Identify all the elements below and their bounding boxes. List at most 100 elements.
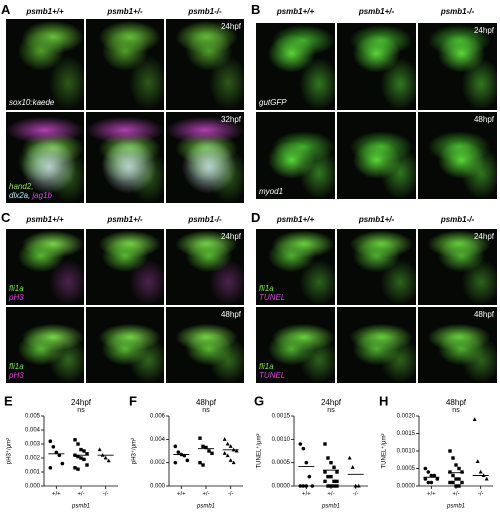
data-point <box>201 444 205 449</box>
x-axis-label: psmb1 <box>71 504 90 510</box>
y-tick-label: 0.005 <box>25 414 41 420</box>
data-point <box>60 461 65 466</box>
data-point <box>79 447 83 452</box>
data-point <box>460 470 464 474</box>
channel-labels: fli1a TUNEL <box>259 284 287 302</box>
data-point <box>326 474 330 479</box>
column-header: psmb1-/- <box>440 215 475 224</box>
micrograph: 48hpf <box>417 306 498 384</box>
channel-label: hand2, <box>9 182 34 191</box>
y-tick-label: 0.0010 <box>397 449 416 455</box>
y-tick-label: 0.0005 <box>272 460 291 466</box>
panel-letter: D <box>251 210 261 225</box>
data-point <box>451 456 455 460</box>
data-point <box>448 470 452 474</box>
x-tick-label: +/- <box>77 492 84 498</box>
time-label: 24hpf <box>220 232 241 241</box>
data-point <box>298 484 303 488</box>
data-point <box>222 437 227 441</box>
data-point <box>329 460 333 465</box>
x-tick-label: +/+ <box>52 492 61 498</box>
data-point <box>304 484 309 488</box>
micrograph: myod1 <box>255 111 336 200</box>
column-header: psmb1+/- <box>358 7 395 16</box>
y-tick-label: 0.000 <box>150 484 166 490</box>
label-line: fli1a <box>259 362 287 371</box>
data-point <box>332 479 336 484</box>
y-axis-label: TUNEL⁺/μm² <box>256 434 263 469</box>
annotation: ns <box>452 407 460 414</box>
micrograph: fli1a TUNEL <box>255 306 336 384</box>
label-line: fli1a <box>259 284 287 293</box>
data-point <box>429 480 434 485</box>
data-point <box>79 456 83 460</box>
data-point <box>310 484 315 488</box>
column-header: psmb1-/- <box>440 7 475 16</box>
column-header: psmb1+/- <box>107 7 143 16</box>
data-point <box>323 442 327 446</box>
x-tick-label: +/- <box>452 492 459 498</box>
data-point <box>323 479 327 484</box>
micrograph: fli1a TUNEL <box>255 228 336 306</box>
panel-letter: F <box>129 394 137 408</box>
label-line: pH3 <box>9 371 26 380</box>
data-point <box>335 484 339 488</box>
channel-labels: gutGFP <box>259 98 289 107</box>
data-point <box>201 463 205 467</box>
data-point <box>448 449 452 453</box>
data-point <box>326 456 330 460</box>
data-point <box>350 465 355 469</box>
data-point <box>423 466 428 471</box>
data-point <box>225 453 230 458</box>
channel-label: fli1a <box>9 362 24 371</box>
data-point <box>301 484 306 488</box>
channel-label: fli1a <box>9 284 24 293</box>
time-label: 48hpf <box>473 115 494 124</box>
data-point <box>472 417 477 421</box>
column-header: psmb1+/+ <box>26 7 64 16</box>
x-tick-label: +/+ <box>302 492 311 498</box>
channel-label: myod1 <box>259 187 284 196</box>
chart-title: 24hpf <box>321 398 342 407</box>
y-tick-label: 0.006 <box>150 414 166 420</box>
data-point <box>423 477 428 481</box>
chart-title: 48hpf <box>446 398 467 407</box>
data-point <box>353 483 358 488</box>
data-point <box>335 479 339 484</box>
data-point <box>448 480 452 485</box>
data-point <box>207 449 211 453</box>
data-point <box>173 460 178 465</box>
micrograph <box>85 306 165 384</box>
channel-label: dlx2a, <box>9 191 31 200</box>
panel-letter: E <box>4 394 13 408</box>
column-header: psmb1+/- <box>107 215 143 224</box>
channel-label: pH3 <box>9 371 24 380</box>
column-header: psmb1-/- <box>188 7 222 16</box>
data-point <box>347 455 352 460</box>
column-header: psmb1+/+ <box>26 215 64 224</box>
label-line: hand2, <box>9 182 54 191</box>
y-axis-label: pH3⁺/μm² <box>131 438 138 464</box>
data-point <box>73 466 77 470</box>
micrograph: gutGFP <box>255 22 336 111</box>
micrograph <box>85 111 165 204</box>
y-tick-label: 0.0015 <box>272 414 291 420</box>
data-point <box>457 484 461 488</box>
data-point <box>307 474 312 479</box>
data-point <box>332 484 336 488</box>
label-line: fli1a <box>9 362 26 371</box>
y-tick-label: 0.004 <box>150 437 166 443</box>
data-point <box>332 465 336 470</box>
chart-title: 48hpf <box>196 398 217 407</box>
data-point <box>454 477 458 481</box>
data-point <box>228 458 233 462</box>
data-point <box>106 458 111 463</box>
micrograph: 24hpf <box>165 228 245 306</box>
data-point <box>204 445 208 450</box>
data-point <box>329 474 333 479</box>
label-line: myod1 <box>259 187 285 196</box>
time-label: 32hpf <box>220 115 241 124</box>
chart-title: 24hpf <box>71 398 92 407</box>
micrograph: 48hpf <box>417 111 498 200</box>
micrograph: 32hpf <box>165 111 245 204</box>
